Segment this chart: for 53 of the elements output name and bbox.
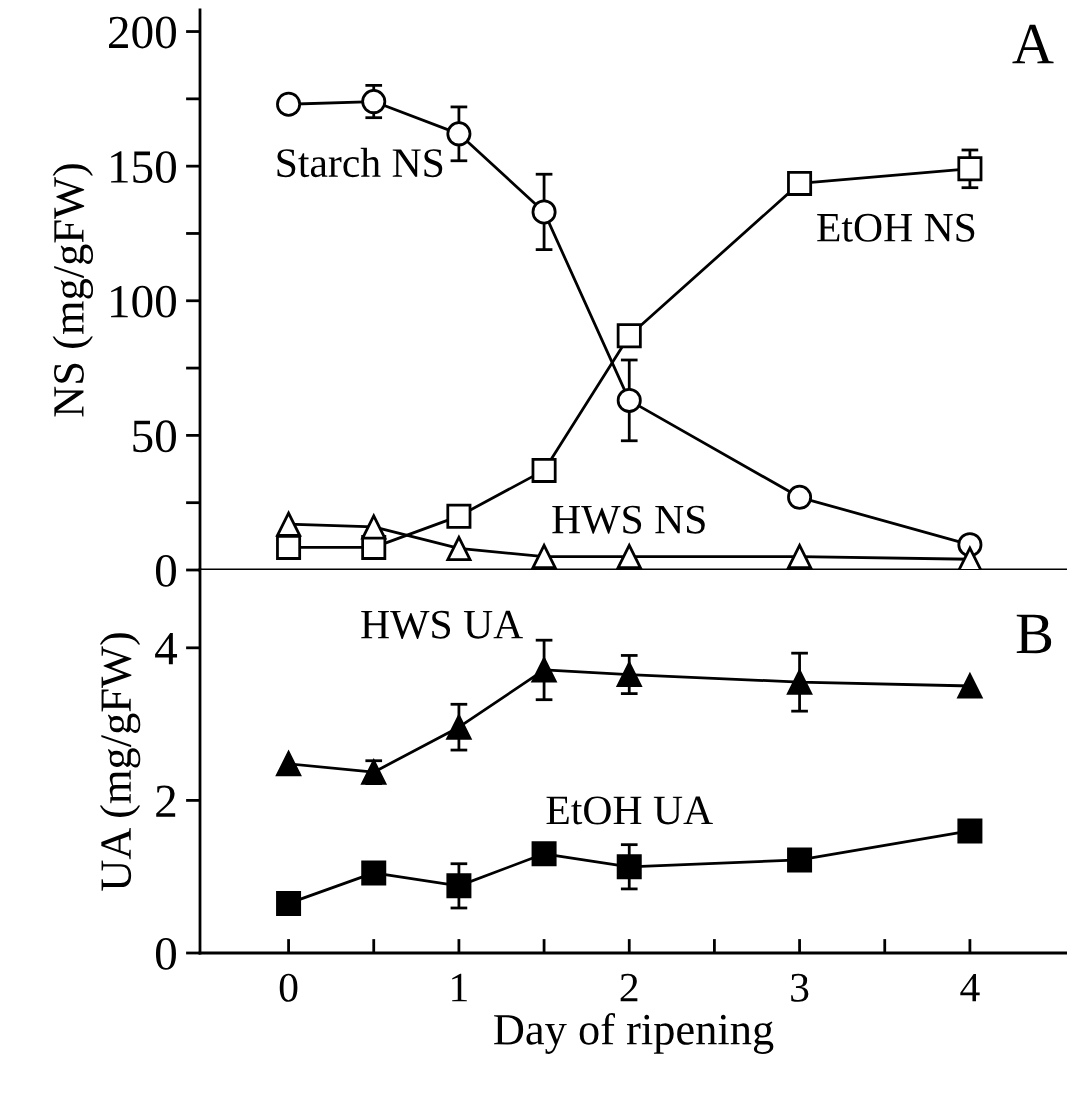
x-tick-label: 0 [279, 973, 298, 1002]
y-tick-label: 200 [109, 16, 176, 49]
point [531, 199, 557, 225]
y-tick-label: 2 [156, 785, 176, 817]
point [276, 890, 302, 916]
point [957, 673, 983, 699]
point [957, 818, 983, 844]
series-label: EtOH NS [817, 213, 975, 242]
y-tick-label: 0 [155, 937, 176, 970]
point [276, 91, 302, 117]
point [616, 323, 642, 349]
y-axis-title: NS (mg/gFW) [52, 164, 94, 417]
point [787, 847, 813, 873]
y-tick-label: 150 [111, 151, 176, 183]
y-axis-title: UA (mg/gFW) [99, 633, 141, 891]
point [787, 669, 813, 695]
point [276, 534, 302, 560]
x-tick-label: 4 [960, 973, 980, 1002]
point [361, 514, 387, 540]
y-tick-label: 50 [133, 420, 176, 453]
point [616, 662, 642, 688]
point [531, 841, 557, 867]
x-tick-label: 3 [791, 973, 809, 1002]
y-tick-label: 100 [111, 285, 176, 318]
point [957, 156, 983, 182]
point [531, 457, 557, 483]
x-axis-title: Day of ripening [494, 1013, 774, 1054]
point [361, 89, 387, 115]
point [787, 484, 813, 510]
annotation: A [1012, 24, 1054, 64]
point [446, 535, 472, 561]
x-tick-label: 2 [620, 973, 638, 1002]
point [446, 503, 472, 529]
point [787, 544, 813, 570]
series-label: HWS UA [361, 610, 523, 639]
annotation: B [1016, 614, 1052, 654]
point [616, 854, 642, 880]
point [616, 387, 642, 413]
point [446, 873, 472, 899]
x-tick-label: 1 [452, 973, 467, 1002]
y-tick-label: 4 [155, 633, 178, 665]
point [531, 657, 557, 683]
point [787, 170, 813, 196]
point [446, 714, 472, 740]
y-tick-label: 0 [155, 554, 176, 587]
series-label: HWS NS [552, 505, 705, 534]
point [276, 751, 302, 777]
series-label: EtOH UA [546, 796, 713, 825]
point [361, 860, 387, 886]
series-label: Starch NS [277, 147, 443, 178]
point [616, 544, 642, 570]
point [531, 544, 557, 570]
point [446, 121, 472, 147]
